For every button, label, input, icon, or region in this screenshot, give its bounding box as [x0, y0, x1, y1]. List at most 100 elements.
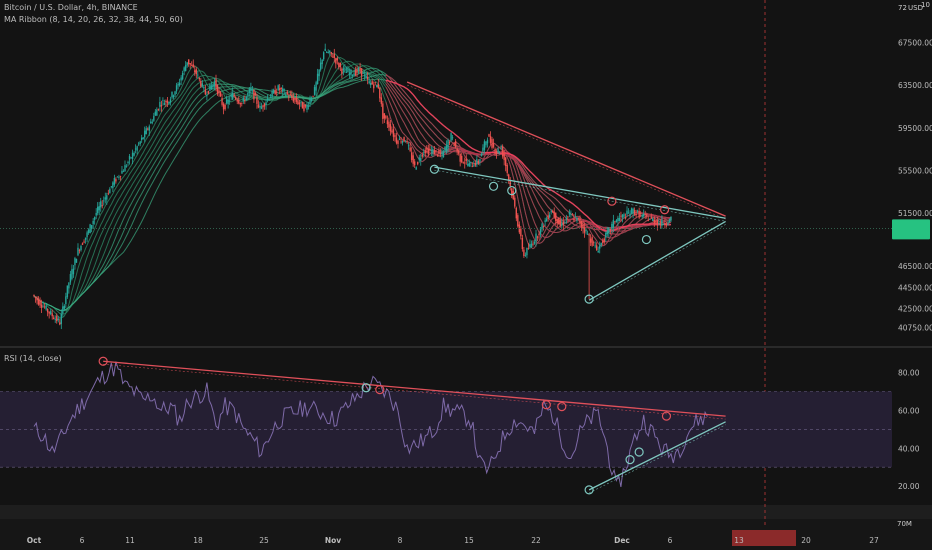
candle-body [629, 213, 631, 217]
candle-body [448, 142, 451, 143]
symbol-legend: Bitcoin / U.S. Dollar, 4h, BINANCE [4, 3, 138, 12]
rsi-tick-label: 20.00 [898, 482, 920, 491]
candle-body [294, 97, 296, 100]
candle-body [86, 232, 88, 238]
candle-body [588, 234, 590, 236]
candle-body [392, 129, 395, 137]
candle-body [544, 220, 546, 222]
candle-body [638, 210, 640, 218]
candle-body [233, 94, 235, 97]
candle-body [512, 191, 514, 200]
candle-body [395, 137, 398, 144]
x-tick-label: 13 [734, 536, 744, 545]
candle-body [122, 171, 125, 173]
candle-body [503, 153, 505, 161]
candle-body [130, 157, 132, 159]
candle-body [527, 248, 530, 250]
candle-body [508, 174, 510, 181]
candle-body [87, 229, 90, 233]
candle-body [652, 218, 654, 222]
candle-body [43, 306, 46, 308]
candle-body [203, 86, 205, 89]
candle-body [608, 227, 610, 234]
candle-body [564, 222, 566, 224]
candle-body [112, 182, 114, 189]
candle-body [197, 74, 199, 76]
candle-body [347, 69, 349, 73]
candle-body [286, 91, 288, 95]
candle-body [227, 99, 229, 105]
candle-body [635, 214, 637, 215]
candle-body [417, 162, 419, 165]
candle-body [379, 87, 381, 99]
candle-body [307, 105, 310, 107]
candle-body [630, 208, 633, 214]
candle-body [514, 197, 516, 207]
candle-body [476, 159, 478, 165]
candle-body [570, 214, 572, 215]
price-tick-label: 63500.00 [898, 81, 932, 90]
candle-body [66, 285, 69, 297]
candle-body [556, 219, 558, 224]
candle-body [429, 148, 431, 151]
candle-body [574, 216, 577, 218]
candle-body [37, 298, 40, 305]
candle-body [200, 80, 202, 87]
candle-body [667, 223, 669, 225]
candle-body [283, 89, 285, 91]
candle-body [148, 126, 150, 131]
candle-body [60, 313, 62, 324]
candle-body [104, 197, 106, 200]
candle-body [451, 137, 454, 139]
candle-body [650, 217, 652, 218]
candle-body [582, 224, 584, 229]
candle-body [42, 306, 44, 308]
candle-body [69, 274, 72, 283]
x-tick-label: 27 [869, 536, 879, 545]
price-trendlines [406, 81, 726, 304]
candle-body [565, 218, 568, 220]
candle-body [579, 218, 581, 224]
candle-body [282, 88, 284, 92]
candle-body [90, 225, 93, 229]
candle-body [189, 63, 191, 65]
candle-body [643, 213, 645, 217]
candle-body [641, 214, 643, 218]
candle-body [306, 104, 308, 110]
candle-body [511, 188, 513, 196]
candle-body [266, 98, 269, 101]
candle-body [242, 97, 244, 102]
candle-body [53, 317, 55, 319]
candle-body [95, 212, 97, 216]
price-marker [507, 185, 517, 196]
candle-body [188, 59, 190, 65]
candle-body [457, 150, 460, 154]
candle-body [142, 137, 144, 139]
candle-body [78, 250, 81, 252]
candle-body [194, 70, 196, 73]
candle-body [147, 128, 149, 130]
x-tick-label: 22 [531, 536, 541, 545]
candle-body [474, 162, 477, 166]
candle-body [210, 85, 213, 90]
candle-body [163, 103, 166, 105]
candle-body [366, 77, 369, 80]
candle-body [605, 233, 607, 238]
x-tick-label: 11 [125, 536, 135, 545]
candle-body [606, 230, 608, 235]
x-tick-label: Nov [325, 536, 341, 545]
ma-line-down-32 [385, 80, 672, 232]
candle-body [494, 149, 496, 153]
candle-body [183, 67, 185, 72]
candle-body [623, 214, 625, 217]
price-tick-label: 46500.00 [898, 262, 932, 271]
candle-body [410, 152, 413, 160]
candle-body [423, 152, 425, 154]
candle-body [365, 75, 367, 78]
candle-body [139, 141, 141, 145]
price-marker [607, 196, 617, 206]
candle-body [438, 150, 440, 153]
candle-body [624, 217, 627, 219]
candle-body [409, 147, 411, 151]
